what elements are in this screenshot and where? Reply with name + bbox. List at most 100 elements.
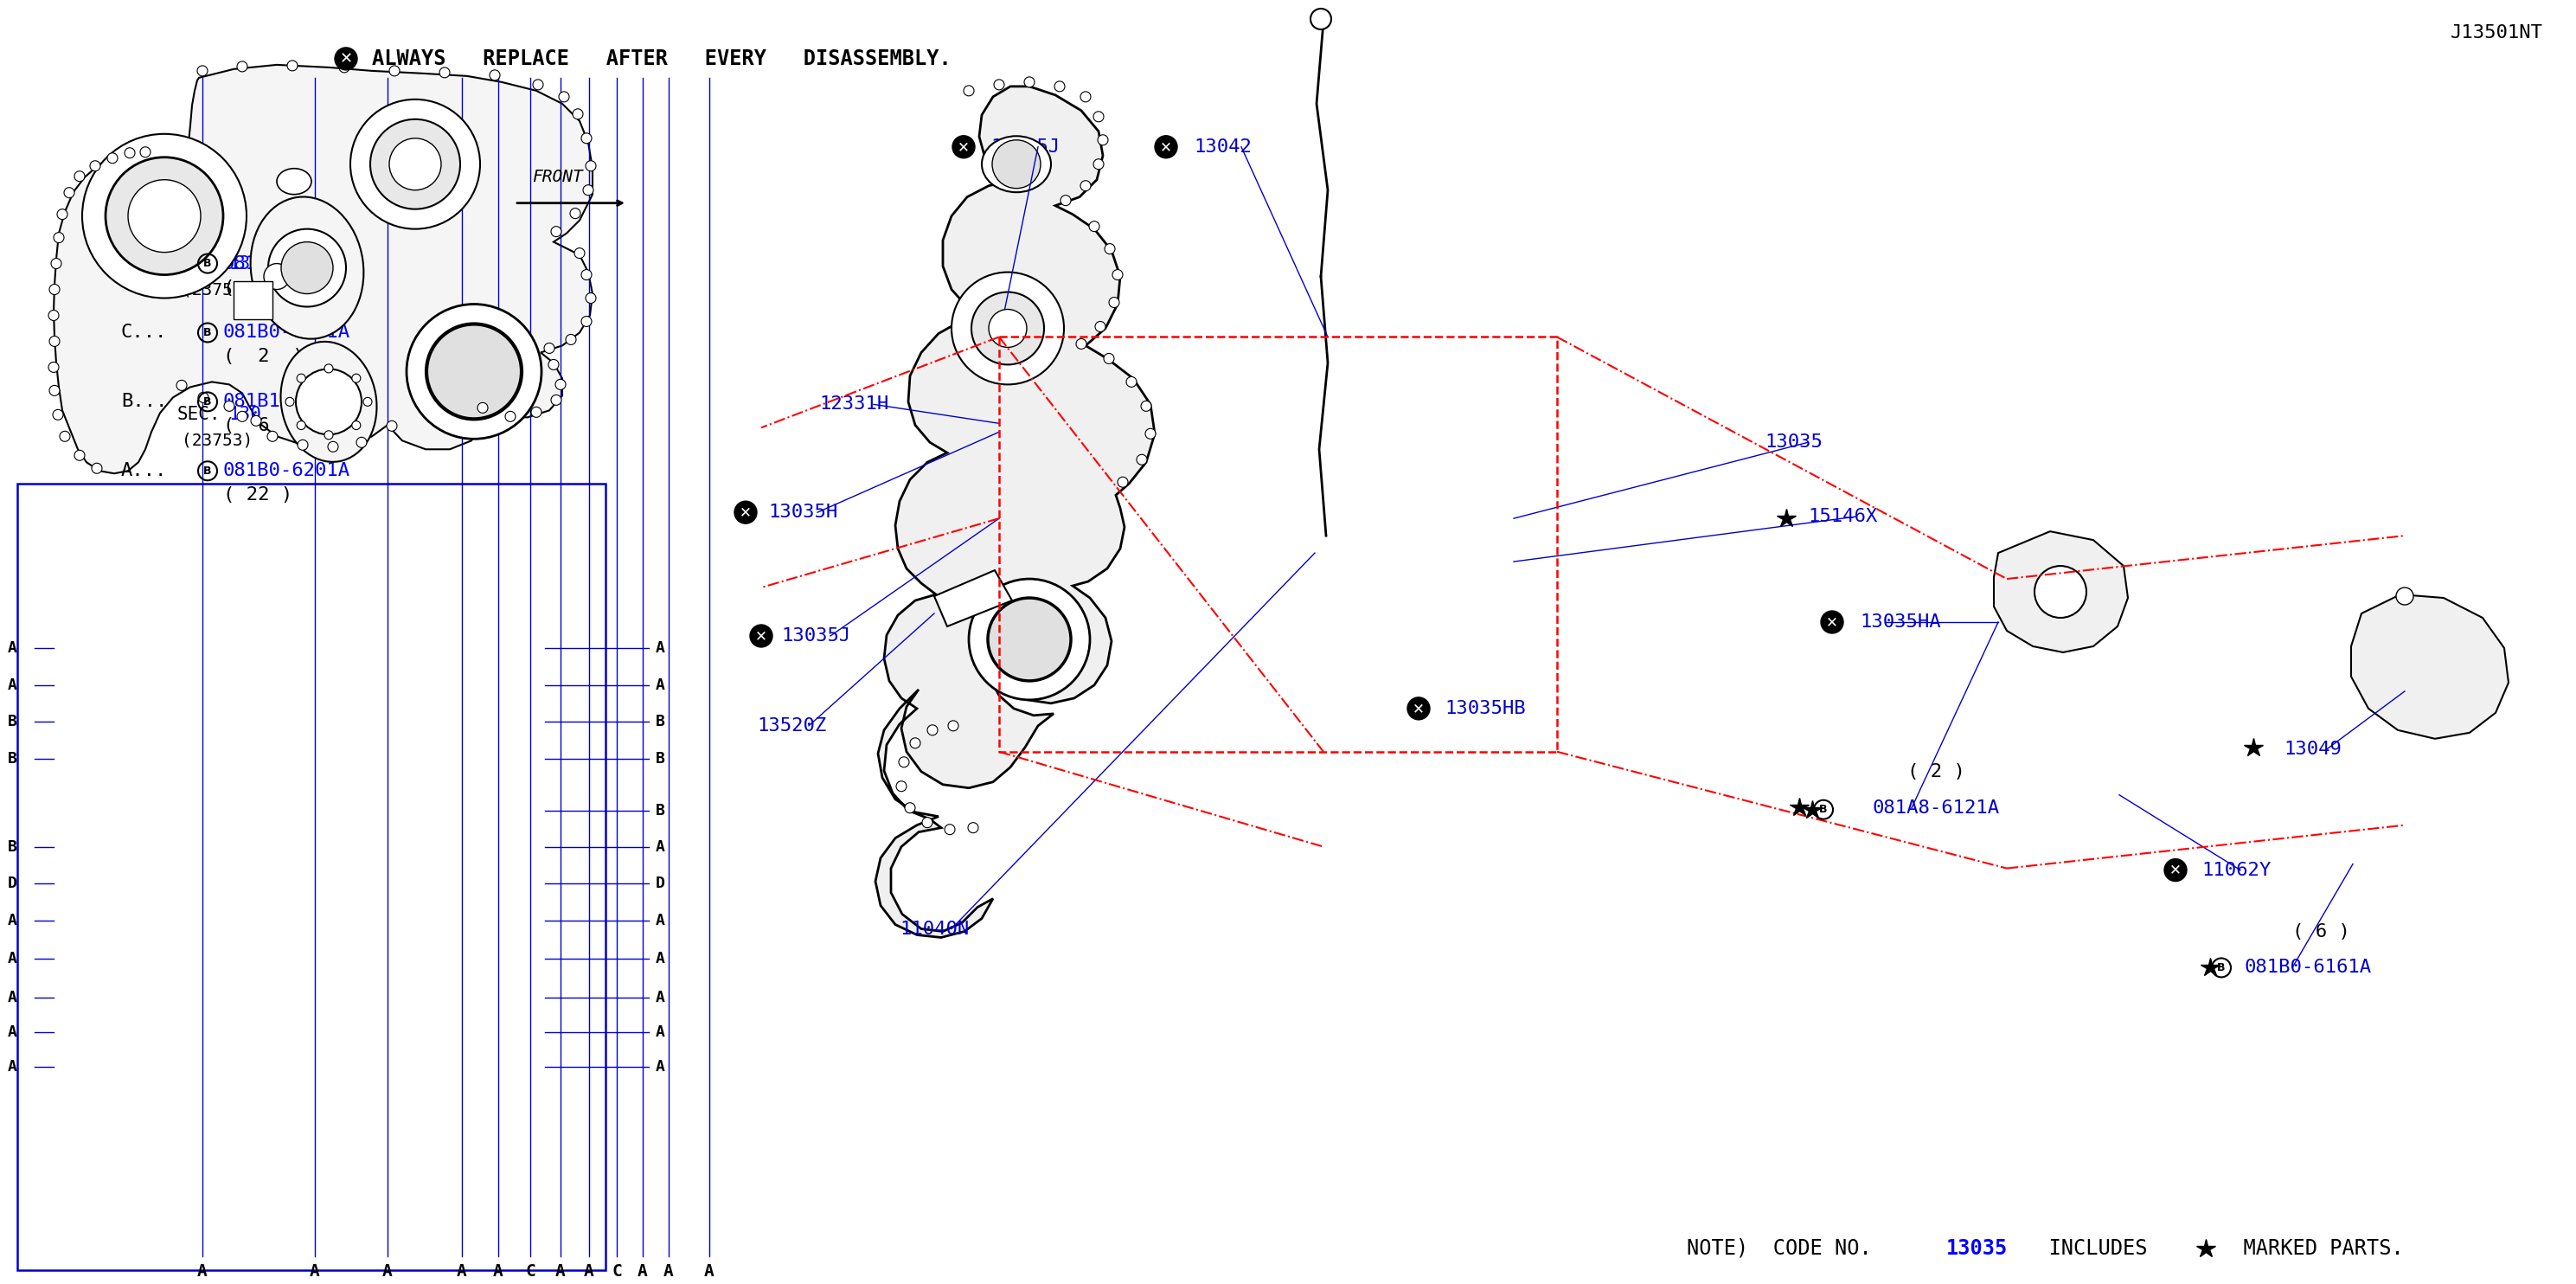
Text: ✕: ✕	[340, 51, 353, 67]
Text: A: A	[492, 1263, 502, 1280]
PathPatch shape	[935, 570, 1012, 627]
PathPatch shape	[1994, 532, 2128, 652]
Circle shape	[989, 309, 1028, 348]
Circle shape	[286, 60, 299, 71]
Circle shape	[551, 226, 562, 236]
Circle shape	[108, 153, 118, 163]
Circle shape	[1821, 611, 1844, 633]
Circle shape	[237, 62, 247, 72]
Circle shape	[371, 119, 461, 209]
Circle shape	[1108, 297, 1121, 308]
Circle shape	[82, 134, 247, 298]
Circle shape	[54, 232, 64, 243]
Text: 15146X: 15146X	[1808, 508, 1878, 525]
Circle shape	[1154, 136, 1177, 158]
Circle shape	[987, 598, 1072, 681]
Text: 13042: 13042	[1193, 139, 1252, 155]
Bar	[234, 281, 273, 320]
Text: A: A	[657, 1025, 665, 1040]
Circle shape	[922, 818, 933, 828]
Circle shape	[263, 263, 289, 289]
Text: B...: B...	[121, 393, 167, 411]
Text: SEC.: SEC.	[178, 256, 222, 272]
Text: A: A	[665, 1263, 675, 1280]
Circle shape	[49, 311, 59, 321]
Circle shape	[948, 720, 958, 731]
Text: B: B	[204, 258, 211, 270]
Circle shape	[1092, 112, 1103, 122]
Circle shape	[139, 146, 149, 157]
Circle shape	[178, 380, 188, 390]
Text: B: B	[8, 838, 18, 855]
Circle shape	[1090, 221, 1100, 231]
Ellipse shape	[981, 136, 1051, 193]
Text: 13035J: 13035J	[781, 628, 850, 645]
Circle shape	[363, 398, 371, 406]
Text: A: A	[639, 1263, 647, 1280]
Text: A: A	[657, 678, 665, 693]
Circle shape	[477, 403, 487, 413]
Text: B: B	[8, 751, 18, 767]
Text: B: B	[1819, 804, 1826, 815]
Text: A: A	[8, 990, 18, 1005]
Text: C...: C...	[121, 324, 167, 342]
Text: 13035: 13035	[1947, 1238, 2007, 1258]
Circle shape	[531, 407, 541, 417]
Text: B: B	[2218, 962, 2226, 973]
Text: ✕: ✕	[755, 628, 768, 643]
Text: ✕: ✕	[1826, 614, 1839, 630]
Circle shape	[52, 258, 62, 268]
Text: A...: A...	[121, 462, 167, 479]
Circle shape	[49, 362, 59, 372]
Circle shape	[945, 824, 956, 835]
Circle shape	[582, 185, 592, 195]
Text: ( 2 ): ( 2 )	[1906, 763, 1965, 781]
Circle shape	[1136, 455, 1146, 465]
Circle shape	[49, 336, 59, 347]
Circle shape	[355, 437, 366, 448]
Text: B: B	[657, 714, 665, 729]
Circle shape	[953, 136, 974, 158]
Text: A: A	[8, 951, 18, 967]
Text: ✕: ✕	[1412, 701, 1425, 716]
Circle shape	[582, 270, 592, 280]
PathPatch shape	[876, 86, 1154, 937]
Circle shape	[335, 48, 358, 71]
Bar	[18, 484, 605, 1270]
Ellipse shape	[276, 168, 312, 194]
Circle shape	[544, 343, 554, 353]
Circle shape	[299, 440, 309, 451]
Text: 13035H: 13035H	[768, 503, 837, 521]
Circle shape	[1079, 181, 1090, 191]
Circle shape	[57, 209, 67, 220]
Text: D: D	[657, 876, 665, 891]
Circle shape	[325, 365, 332, 372]
Text: A: A	[657, 838, 665, 855]
Circle shape	[129, 180, 201, 252]
Text: 081A8-6121A: 081A8-6121A	[1873, 799, 1999, 817]
Text: 081B0-8701A: 081B0-8701A	[224, 256, 350, 272]
Text: 13035: 13035	[1765, 434, 1821, 451]
Circle shape	[2035, 566, 2087, 618]
Text: A: A	[657, 951, 665, 967]
Circle shape	[1118, 476, 1128, 488]
Text: 11062Y: 11062Y	[2202, 862, 2272, 878]
Circle shape	[1097, 135, 1108, 145]
Text: A: A	[8, 678, 18, 693]
Circle shape	[198, 65, 209, 76]
Circle shape	[52, 410, 64, 420]
Text: A: A	[657, 1059, 665, 1075]
Circle shape	[896, 781, 907, 791]
Circle shape	[1146, 429, 1157, 439]
Circle shape	[325, 430, 332, 439]
Ellipse shape	[250, 196, 363, 339]
Text: 081B0-6161A: 081B0-6161A	[2244, 959, 2372, 976]
Circle shape	[489, 71, 500, 81]
Circle shape	[909, 738, 920, 749]
Circle shape	[992, 140, 1041, 189]
Circle shape	[296, 374, 307, 383]
Text: A: A	[8, 1059, 18, 1075]
Text: B: B	[8, 714, 18, 729]
Circle shape	[2164, 859, 2187, 881]
Circle shape	[1025, 77, 1036, 87]
